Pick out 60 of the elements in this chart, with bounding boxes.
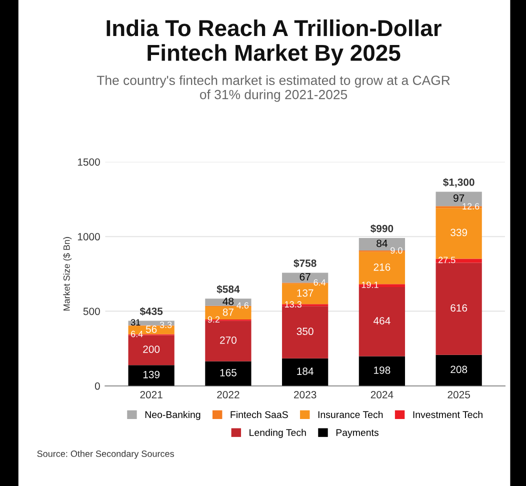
data-label: 184 <box>297 368 314 375</box>
data-label: 27.5 <box>438 256 456 264</box>
legend-label: Investment Tech <box>413 410 482 418</box>
y-tick-label: 0 <box>94 382 100 390</box>
bar <box>358 287 406 356</box>
data-label: 19.1 <box>362 282 378 288</box>
data-label: 6.4 <box>131 330 143 338</box>
data-label: 9.2 <box>208 316 220 323</box>
legend-label: Payments <box>336 429 379 438</box>
data-label: 87 <box>222 308 234 316</box>
total-label: $435 <box>140 307 163 316</box>
total-label: $990 <box>370 224 394 233</box>
chart-subtitle: The country's fintech market is estimated to grow at a CAGR of 31% during 2021-2025 <box>96 75 450 102</box>
data-label: 464 <box>374 317 390 324</box>
legend-label: Fintech SaaS <box>230 410 288 418</box>
data-label: 216 <box>374 263 390 271</box>
data-label: 350 <box>296 328 314 336</box>
data-label: 84 <box>376 240 388 248</box>
data-label: 339 <box>450 228 468 236</box>
bar <box>436 262 482 355</box>
y-tick-label: 500 <box>83 308 100 316</box>
data-label: 48 <box>222 298 234 306</box>
x-tick-label: 2023 <box>294 391 316 398</box>
x-tick-label: 2025 <box>448 391 470 398</box>
data-label: 616 <box>450 304 468 312</box>
legend-label: Lending Tech <box>250 428 306 438</box>
data-label: 270 <box>220 336 236 344</box>
data-label: 12.6 <box>462 203 480 210</box>
legend-label: Insurance Tech <box>318 410 383 418</box>
data-label: 97 <box>454 194 464 202</box>
data-label: 9.0 <box>390 247 402 254</box>
x-tick-label: 2021 <box>140 391 162 398</box>
data-label: 200 <box>143 346 160 353</box>
data-label: 139 <box>143 370 160 378</box>
data-label: 137 <box>297 289 314 297</box>
y-tick-label: 1500 <box>78 158 100 166</box>
x-tick-label: 2024 <box>370 391 394 398</box>
total-label: $758 <box>294 259 316 268</box>
data-label: 31 <box>130 319 140 326</box>
bar <box>436 354 482 386</box>
data-label: 56 <box>146 326 157 333</box>
data-label: 165 <box>220 368 236 376</box>
chart-title: India To Reach A Trillion-Dollar Fintech Market By 2025 <box>106 19 442 66</box>
total-label: $1,300 <box>443 178 474 188</box>
total-label: $584 <box>216 285 240 294</box>
data-label: 208 <box>450 366 468 374</box>
bar <box>358 356 406 386</box>
y-tick-label: 1000 <box>78 233 100 240</box>
bar <box>128 365 174 386</box>
data-label: 198 <box>374 366 390 374</box>
source-note: Source: Other Secondary Sources <box>37 450 174 459</box>
data-label: 67 <box>300 273 310 281</box>
legend-label: Neo-Banking <box>145 410 200 420</box>
data-label: 13.3 <box>285 301 302 308</box>
y-axis-title: Market Size ($ Bn) <box>63 237 72 310</box>
x-tick-label: 2022 <box>217 391 240 398</box>
bar <box>205 361 252 386</box>
bar <box>436 258 482 263</box>
bar <box>282 358 328 386</box>
bar <box>282 306 328 358</box>
